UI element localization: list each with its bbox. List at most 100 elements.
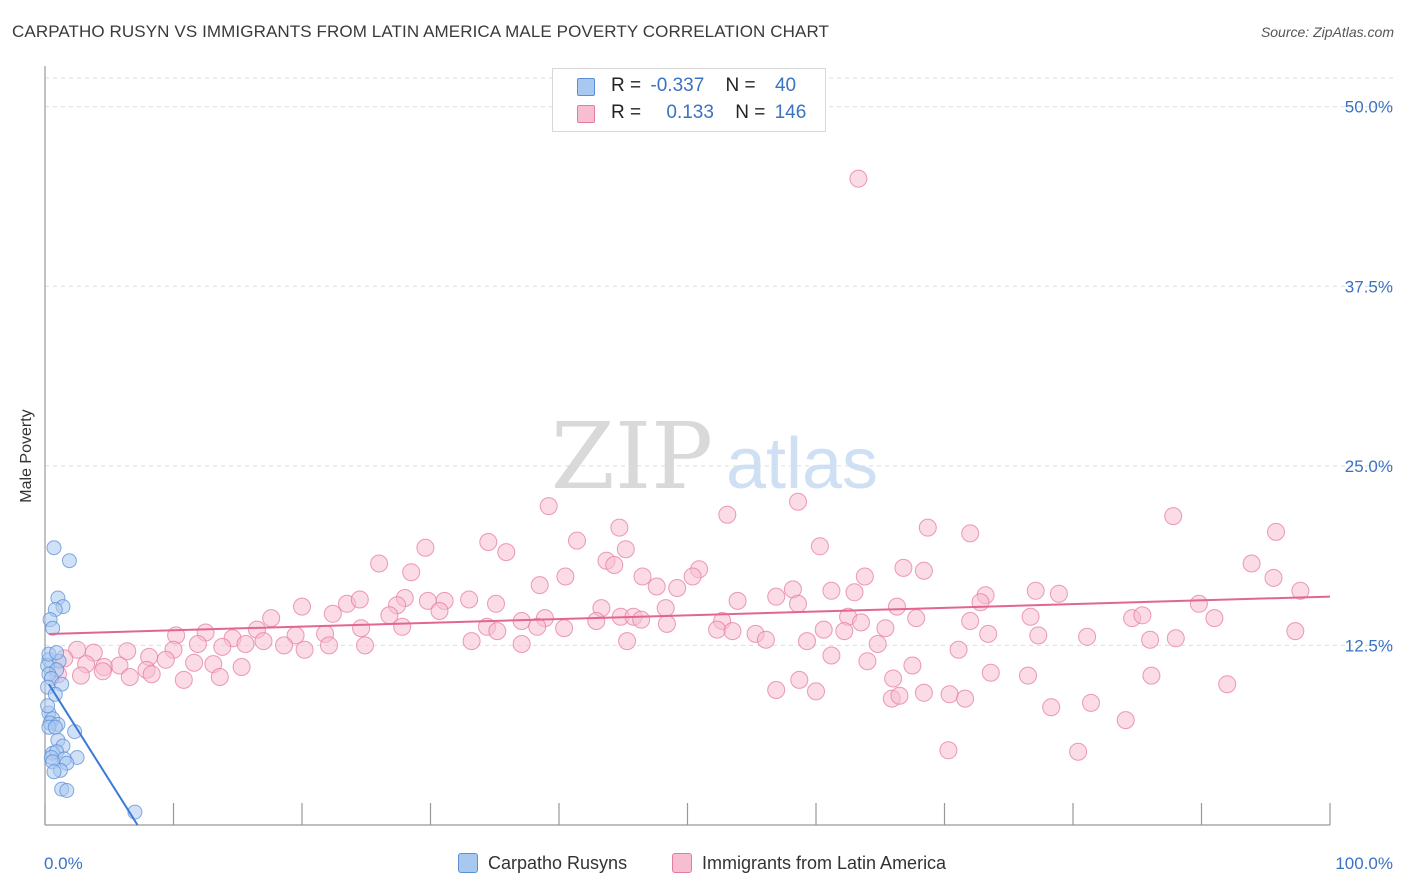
latin-america-point: [320, 636, 338, 655]
latin-america-point: [807, 682, 825, 701]
latin-america-point: [810, 537, 829, 556]
carpatho-rusyn-point: [40, 698, 56, 714]
latin-america-point: [756, 630, 775, 649]
carpatho-rusyn-point: [49, 645, 65, 661]
latin-america-point: [855, 567, 874, 586]
latin-america-point: [254, 632, 273, 651]
latin-america-point: [940, 685, 959, 704]
latin-america-point: [728, 591, 747, 610]
latin-america-point: [876, 619, 895, 638]
y-tick-label: 37.5%: [1345, 277, 1393, 296]
gridlines: [45, 77, 1393, 646]
carpatho-rusyn-point: [46, 764, 62, 780]
axes: [44, 66, 1331, 826]
bottom-legend-latin-america: Immigrants from Latin America: [672, 853, 946, 874]
latin-america-point: [479, 533, 498, 551]
latin-america-point: [1291, 581, 1310, 600]
latin-america-point: [1267, 522, 1285, 541]
bottom-legend-label: Carpatho Rusyns: [488, 853, 628, 873]
latin-america-point: [890, 686, 909, 705]
carpatho-rusyn-point: [46, 540, 62, 556]
latin-america-point: [971, 593, 990, 612]
latin-america-point: [370, 554, 389, 573]
latin-america-point: [487, 594, 505, 613]
latin-america-point: [393, 617, 412, 636]
latin-america-point: [1189, 594, 1208, 613]
latin-america-point: [1286, 622, 1305, 641]
latin-america-point: [708, 620, 727, 639]
latin-america-point: [323, 604, 342, 623]
latin-america-trend-line: [48, 595, 1331, 635]
latin-america-point: [858, 652, 877, 671]
latin-america-point: [293, 597, 311, 616]
latin-america-point: [528, 617, 547, 636]
latin-america-point: [789, 492, 807, 511]
latin-america-point: [350, 590, 369, 609]
latin-america-point: [530, 576, 549, 595]
latin-america-point: [1049, 584, 1068, 603]
latin-america-point: [814, 620, 833, 639]
carpatho-rusyn-point: [59, 783, 75, 798]
latin-america-point: [981, 663, 1000, 682]
latin-america-point: [656, 599, 675, 618]
latin-america-point: [210, 668, 229, 686]
legend-r-label: R =: [611, 102, 642, 123]
latin-america-point: [907, 609, 926, 628]
latin-america-point: [789, 594, 807, 613]
latin-america-point: [894, 558, 913, 577]
latin-america-point: [1164, 507, 1183, 526]
latin-america-point: [961, 612, 980, 630]
latin-america-point: [118, 642, 137, 661]
latin-america-point: [539, 497, 558, 516]
latin-america-point: [632, 610, 651, 629]
watermark-zip: ZIP: [551, 403, 713, 510]
latin-america-point: [1133, 606, 1152, 625]
latin-america-point: [555, 619, 574, 638]
latin-america-point: [93, 662, 112, 681]
y-tick-label: 50.0%: [1345, 98, 1393, 117]
watermark-atlas: atlas: [726, 424, 878, 504]
latin-america-point: [868, 635, 887, 653]
latin-america-point: [275, 636, 293, 655]
latin-america-point: [914, 683, 933, 702]
correlation-legend: R = -0.337 N = 40 R = 0.133 N = 146: [552, 68, 826, 132]
source-label: Source: ZipAtlas.com: [1260, 24, 1394, 40]
latin-america-point: [512, 635, 531, 653]
latin-america-point: [949, 640, 968, 659]
latin-america-point: [914, 561, 933, 580]
legend-r-value: 0.133: [666, 102, 714, 123]
latin-america-point: [683, 567, 702, 586]
latin-america-point: [460, 590, 479, 609]
latin-america-point: [1019, 666, 1037, 685]
latin-america-point: [616, 540, 635, 559]
latin-america-point: [236, 635, 255, 653]
chart-title: CARPATHO RUSYN VS IMMIGRANTS FROM LATIN …: [12, 22, 829, 41]
latin-america-point: [497, 543, 516, 562]
latin-america-point: [1029, 626, 1048, 645]
bottom-legend-swatch-blue: [458, 853, 478, 873]
y-tick-label: 12.5%: [1345, 636, 1393, 655]
carpatho-rusyn-point: [61, 553, 77, 569]
latin-america-point: [723, 622, 742, 641]
latin-america-point: [1142, 666, 1161, 685]
latin-america-point: [657, 614, 676, 633]
latin-america-point: [790, 670, 809, 689]
latin-america-point: [174, 670, 193, 689]
x-tick-label: 0.0%: [44, 854, 83, 873]
latin-america-point: [142, 665, 161, 684]
latin-america-point: [587, 612, 606, 630]
legend-r-label: R =: [611, 75, 642, 96]
latin-america-point: [568, 531, 586, 550]
latin-america-point: [110, 656, 129, 675]
latin-america-point: [72, 666, 90, 685]
legend-n-label: N =: [725, 75, 756, 96]
x-tick-label: 100.0%: [1335, 854, 1393, 873]
latin-america-point: [232, 658, 251, 676]
latin-america-point: [618, 632, 637, 651]
latin-america-point: [903, 656, 922, 675]
latin-america-point: [352, 619, 371, 638]
latin-america-point: [356, 636, 374, 655]
latin-america-point: [822, 646, 841, 665]
legend-n-label: N =: [735, 102, 766, 123]
